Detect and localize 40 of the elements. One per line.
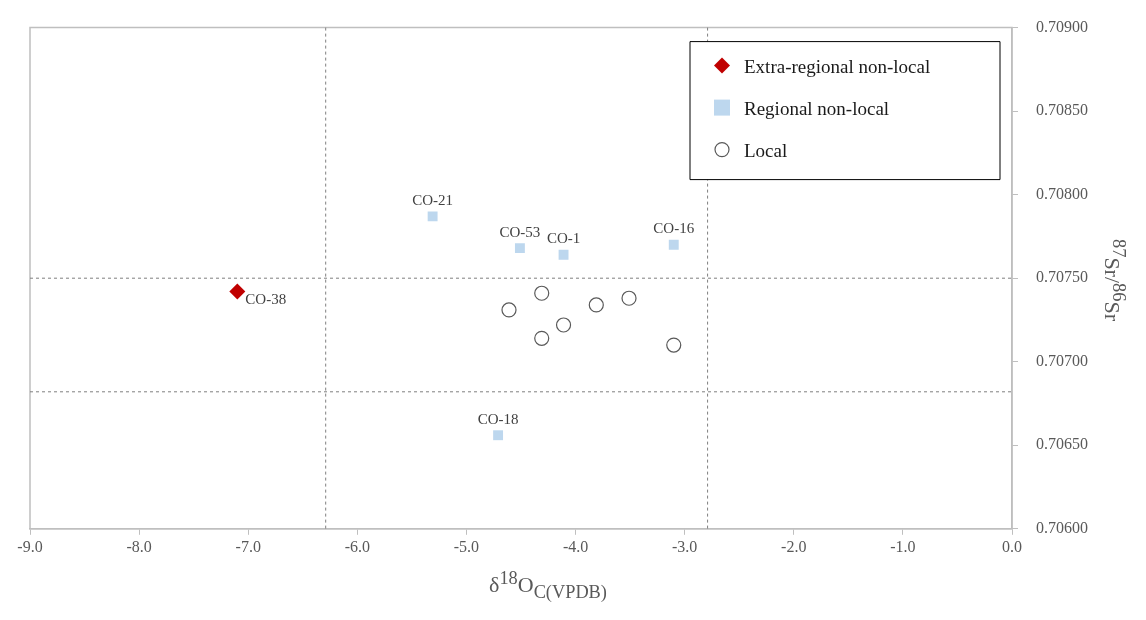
legend-label: Regional non-local [744, 97, 890, 119]
x-tick-label: -1.0 [890, 537, 916, 555]
x-tick-label: -2.0 [781, 537, 807, 555]
annotation: CO-1 [546, 230, 581, 247]
x-axis-title: δ$^{18}$O$_{C(VPDB)}$ [488, 568, 608, 603]
point [558, 249, 569, 260]
point [229, 283, 246, 300]
y-tick-label: 0.70750 [1036, 268, 1088, 286]
y-tick-label: 0.70650 [1036, 435, 1088, 453]
point [427, 211, 438, 222]
point [555, 317, 572, 333]
x-tick-label: -5.0 [453, 537, 480, 555]
x-tick-label: -8.0 [126, 537, 152, 555]
x-tick-label: -4.0 [562, 537, 589, 555]
annotation: CO-18 [477, 410, 519, 427]
y-tick-label: 0.70600 [1036, 519, 1088, 536]
annotation: CO-53 [499, 223, 541, 240]
point [534, 330, 550, 346]
point [501, 302, 517, 318]
point [668, 239, 679, 250]
point [666, 337, 682, 353]
point [493, 430, 504, 441]
x-tick-label: 0.0 [1002, 537, 1022, 555]
legend-label: Local [744, 139, 788, 161]
legend-label: Extra-regional non-local [744, 55, 931, 77]
point [534, 285, 550, 301]
point [514, 243, 525, 254]
x-tick-label: -7.0 [235, 537, 261, 555]
annotation: CO-38 [245, 290, 287, 307]
x-tick-label: -3.0 [672, 537, 698, 555]
annotation: CO-21 [412, 191, 454, 208]
x-tick-label: -6.0 [344, 537, 370, 555]
y-tick-label: 0.70800 [1036, 184, 1088, 202]
y-tick-label: 0.70900 [1036, 17, 1088, 35]
y-tick-label: 0.70700 [1036, 351, 1088, 369]
annotation: CO-16 [653, 220, 695, 237]
y-tick-label: 0.70850 [1036, 101, 1088, 119]
x-tick-label: -9.0 [17, 537, 43, 555]
point [588, 297, 604, 313]
point [621, 290, 637, 306]
